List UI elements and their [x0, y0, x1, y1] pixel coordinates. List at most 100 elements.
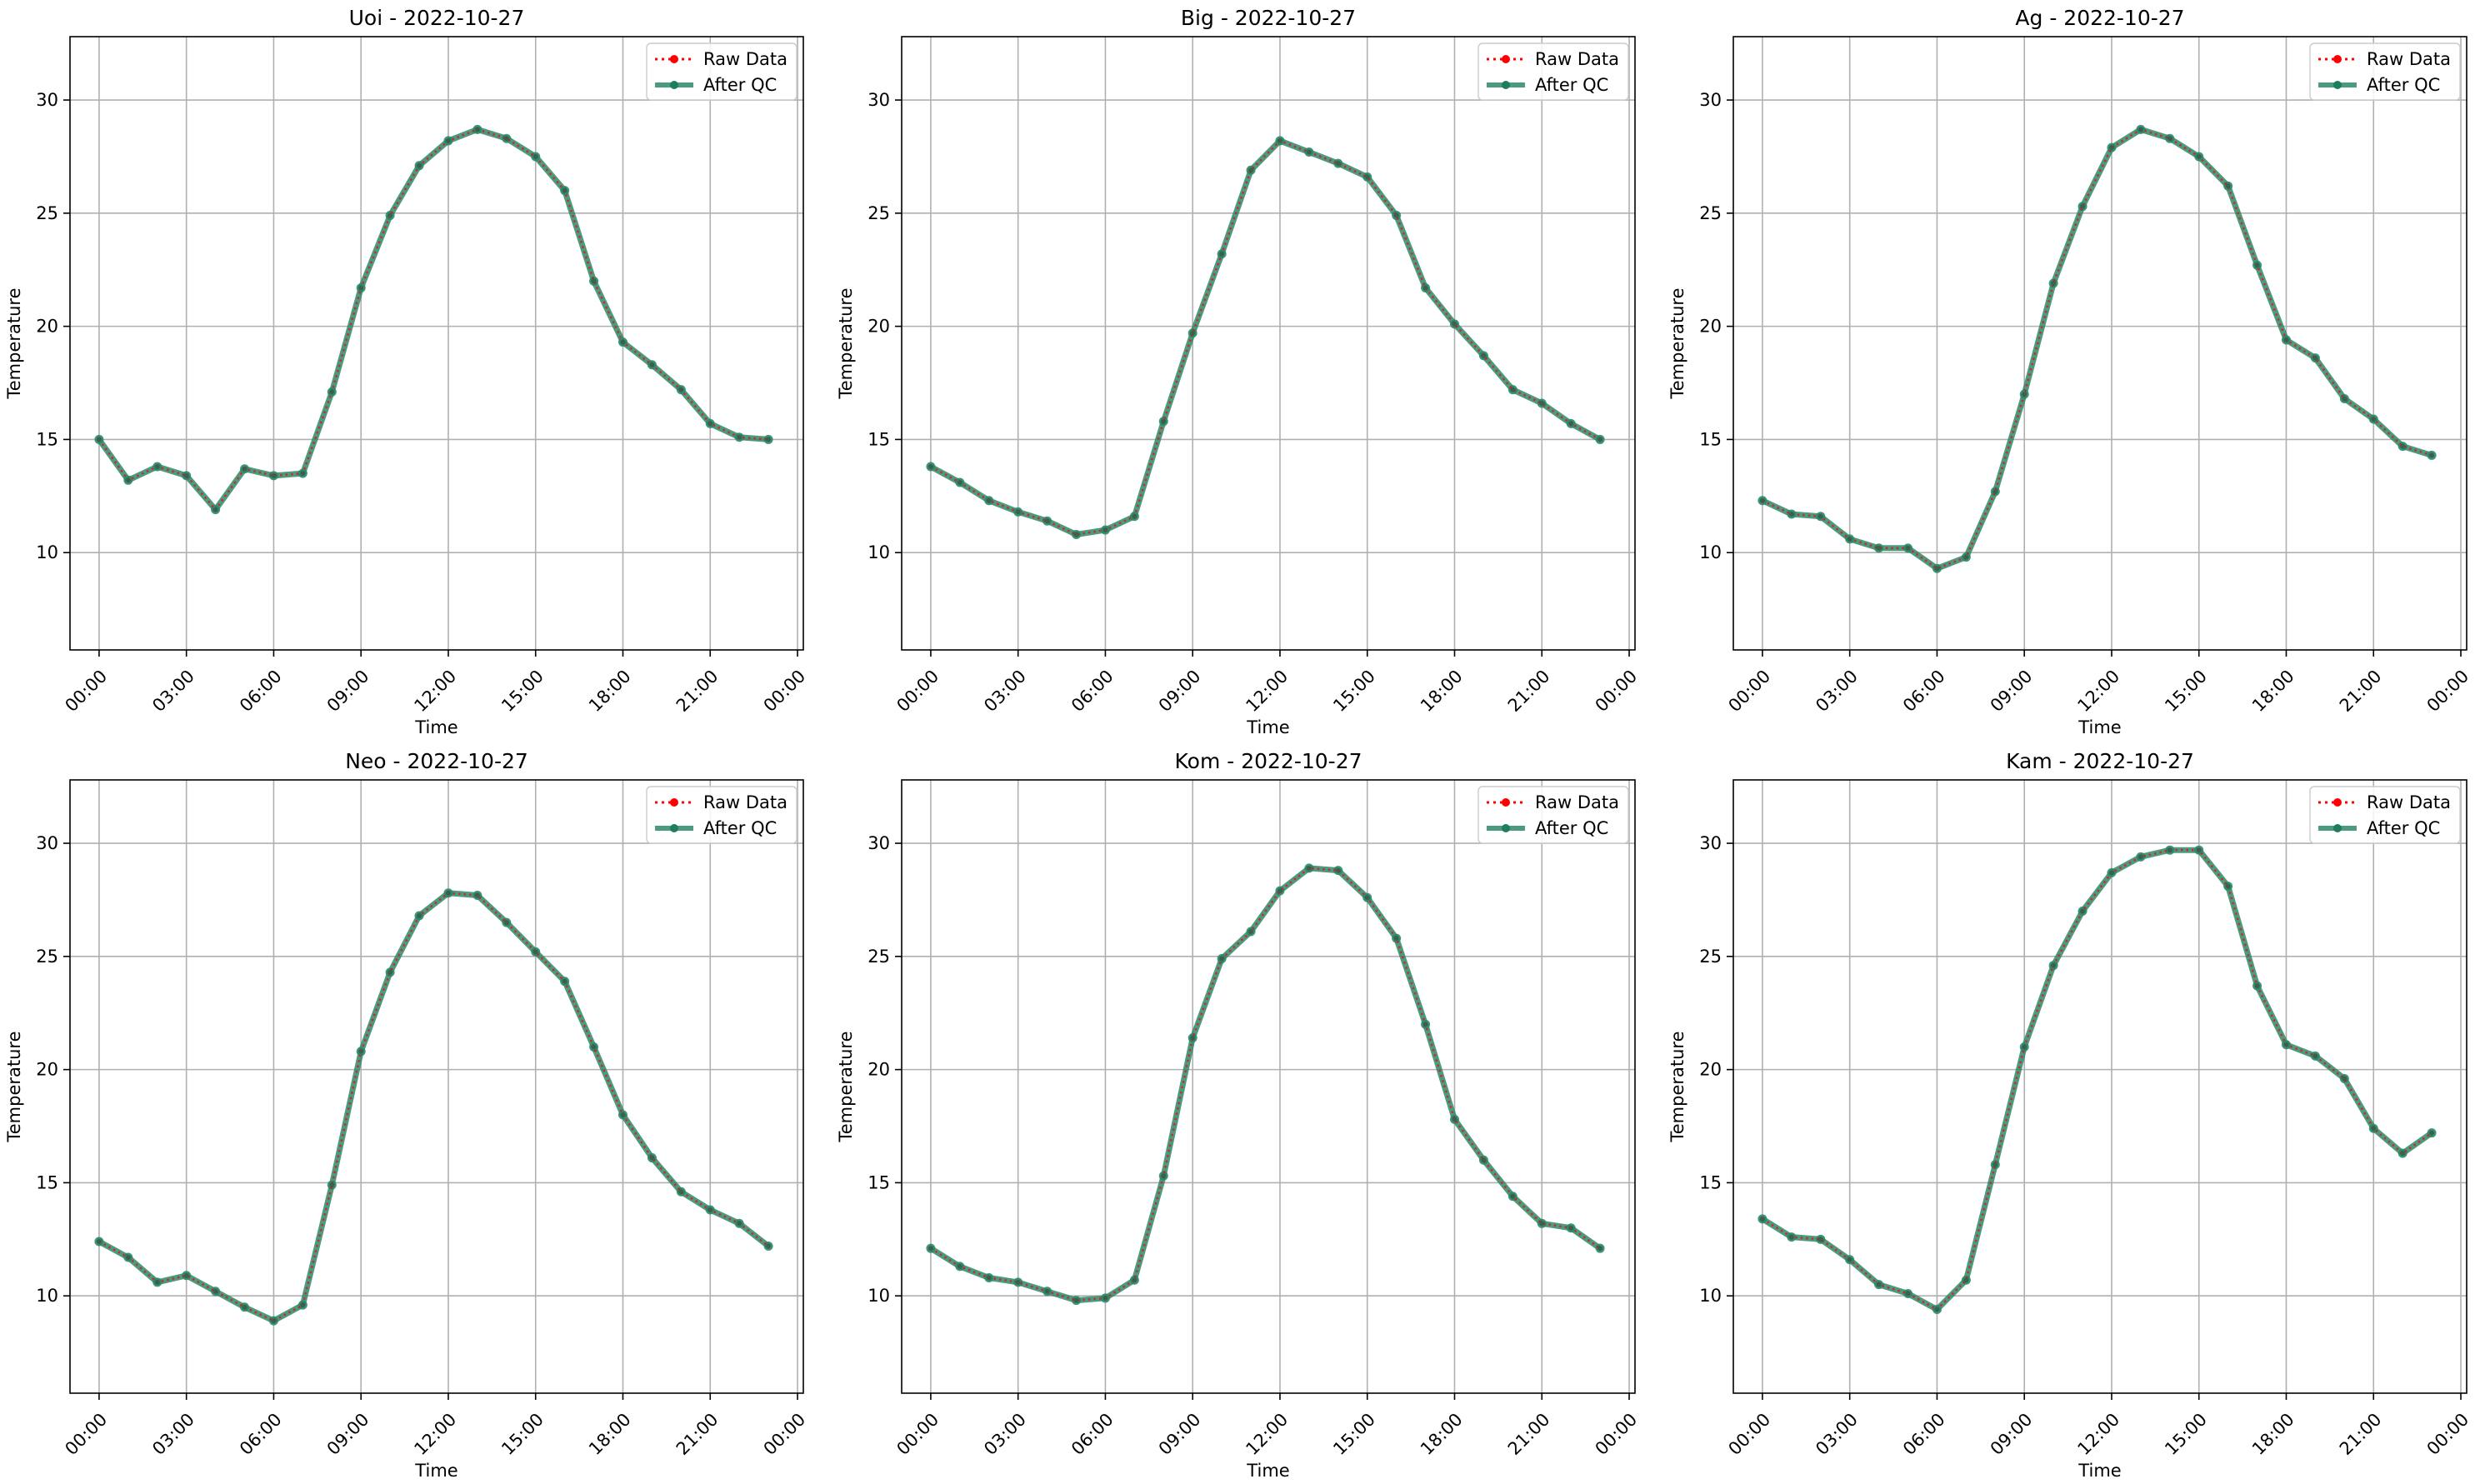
- x-tick-label: 12:00: [1242, 1409, 1292, 1459]
- x-tick-label: 06:00: [1899, 666, 1949, 716]
- y-tick-label: 25: [1699, 203, 1722, 223]
- raw-data-line: [1762, 127, 2432, 570]
- raw-data-point: [2138, 854, 2143, 860]
- x-tick-label: 21:00: [2336, 1409, 2386, 1459]
- x-axis-label: Time: [2078, 1461, 2121, 1481]
- raw-data-point: [1364, 895, 1370, 901]
- raw-data-point: [2429, 1130, 2435, 1136]
- raw-data-point: [1818, 1237, 1823, 1242]
- raw-data-point: [1132, 513, 1138, 519]
- y-tick-label: 30: [868, 90, 890, 110]
- raw-data-point: [125, 1255, 131, 1261]
- y-tick-label: 10: [868, 542, 890, 562]
- y-tick-label: 20: [1699, 317, 1722, 337]
- chart-title: Kom - 2022-10-27: [1175, 749, 1362, 773]
- legend-qc-marker: [2333, 824, 2342, 832]
- raw-data-point: [620, 339, 626, 345]
- raw-data-point: [1905, 545, 1911, 551]
- x-tick-label: 15:00: [2161, 666, 2211, 716]
- raw-data-point: [957, 480, 962, 486]
- raw-data-point: [1934, 1307, 1940, 1312]
- x-tick-label: 06:00: [236, 666, 286, 716]
- x-tick-label: 00:00: [1724, 1409, 1774, 1459]
- raw-data-point: [1510, 1193, 1516, 1199]
- raw-data-point: [1132, 1277, 1138, 1283]
- chart-title: Uoi - 2022-10-27: [349, 6, 525, 30]
- raw-data-point: [1759, 1216, 1765, 1222]
- raw-data-point: [532, 949, 538, 955]
- raw-data-point: [708, 421, 713, 427]
- raw-data-point: [2080, 203, 2086, 209]
- after-qc-line: [928, 865, 1603, 1304]
- x-tick-label: 00:00: [892, 666, 942, 716]
- legend-raw-label: Raw Data: [1535, 792, 1619, 812]
- raw-data-point: [1539, 1221, 1545, 1227]
- x-axis-label: Time: [2078, 717, 2121, 737]
- x-tick-label: 21:00: [672, 666, 722, 716]
- raw-data-point: [388, 969, 393, 975]
- raw-data-point: [1568, 1225, 1574, 1231]
- x-axis-label: Time: [414, 717, 458, 737]
- x-tick-label: 18:00: [585, 666, 635, 716]
- chart-title: Ag - 2022-10-27: [2015, 6, 2184, 30]
- y-tick-label: 15: [868, 1172, 890, 1192]
- raw-data-point: [242, 1304, 248, 1310]
- y-tick-label: 15: [1699, 429, 1722, 449]
- raw-data-point: [1452, 1117, 1458, 1122]
- raw-data-point: [1248, 928, 1254, 934]
- raw-data-point: [2167, 847, 2172, 853]
- y-tick-label: 10: [1699, 1286, 1722, 1306]
- x-tick-label: 21:00: [672, 1409, 722, 1459]
- raw-data-point: [1963, 554, 1969, 560]
- x-tick-label: 21:00: [2336, 666, 2386, 716]
- x-tick-label: 18:00: [1417, 1409, 1467, 1459]
- raw-data-point: [1788, 512, 1794, 517]
- raw-data-point: [96, 1239, 102, 1245]
- y-tick-label: 10: [1699, 542, 1722, 562]
- legend: Raw Data After QC: [646, 786, 798, 844]
- raw-data-point: [562, 187, 568, 193]
- raw-data-point: [1015, 1279, 1021, 1285]
- x-tick-label: 09:00: [1987, 666, 2037, 716]
- raw-data-point: [1073, 532, 1079, 537]
- legend-qc-marker: [670, 81, 678, 89]
- raw-data-point: [445, 890, 451, 896]
- raw-data-point: [1452, 321, 1458, 327]
- legend-raw-marker: [2333, 55, 2342, 63]
- x-tick-label: 12:00: [2073, 666, 2123, 716]
- raw-data-point: [1539, 400, 1545, 406]
- x-tick-label: 09:00: [1155, 666, 1205, 716]
- raw-data-point: [2022, 1044, 2028, 1050]
- raw-data-point: [2254, 983, 2260, 989]
- x-axis-label: Time: [414, 1461, 458, 1481]
- raw-data-point: [928, 464, 933, 470]
- raw-data-point: [242, 466, 248, 472]
- y-axis-label: Temperature: [4, 287, 24, 399]
- legend-raw-label: Raw Data: [2367, 792, 2451, 812]
- raw-data-point: [1015, 509, 1021, 515]
- raw-data-point: [125, 477, 131, 483]
- x-tick-label: 00:00: [1724, 666, 1774, 716]
- axes-frame: [1732, 779, 2468, 1394]
- y-tick-label: 25: [36, 203, 58, 223]
- raw-data-point: [183, 1272, 189, 1278]
- raw-data-point: [1277, 888, 1282, 894]
- y-tick-label: 10: [36, 1286, 58, 1306]
- chart-panel-4: 00:00 03:00 06:00 09:00 12:00 15:00 18:00 21:00…: [4, 749, 809, 1481]
- raw-data-point: [1510, 387, 1516, 392]
- raw-data-point: [2225, 183, 2231, 189]
- raw-data-point: [2051, 962, 2057, 968]
- x-tick-label: 06:00: [1899, 1409, 1949, 1459]
- chart-title: Neo - 2022-10-27: [345, 749, 528, 773]
- legend-raw-marker: [2333, 798, 2342, 807]
- raw-data-point: [1876, 1282, 1882, 1287]
- raw-data-point: [212, 1288, 218, 1294]
- after-qc-line: [96, 126, 772, 513]
- raw-data-point: [1568, 421, 1574, 427]
- raw-data-point: [1219, 251, 1225, 257]
- after-qc-line: [96, 890, 772, 1324]
- legend-qc-label: After QC: [1535, 75, 1608, 95]
- raw-data-point: [474, 892, 480, 898]
- raw-data-point: [1219, 956, 1225, 962]
